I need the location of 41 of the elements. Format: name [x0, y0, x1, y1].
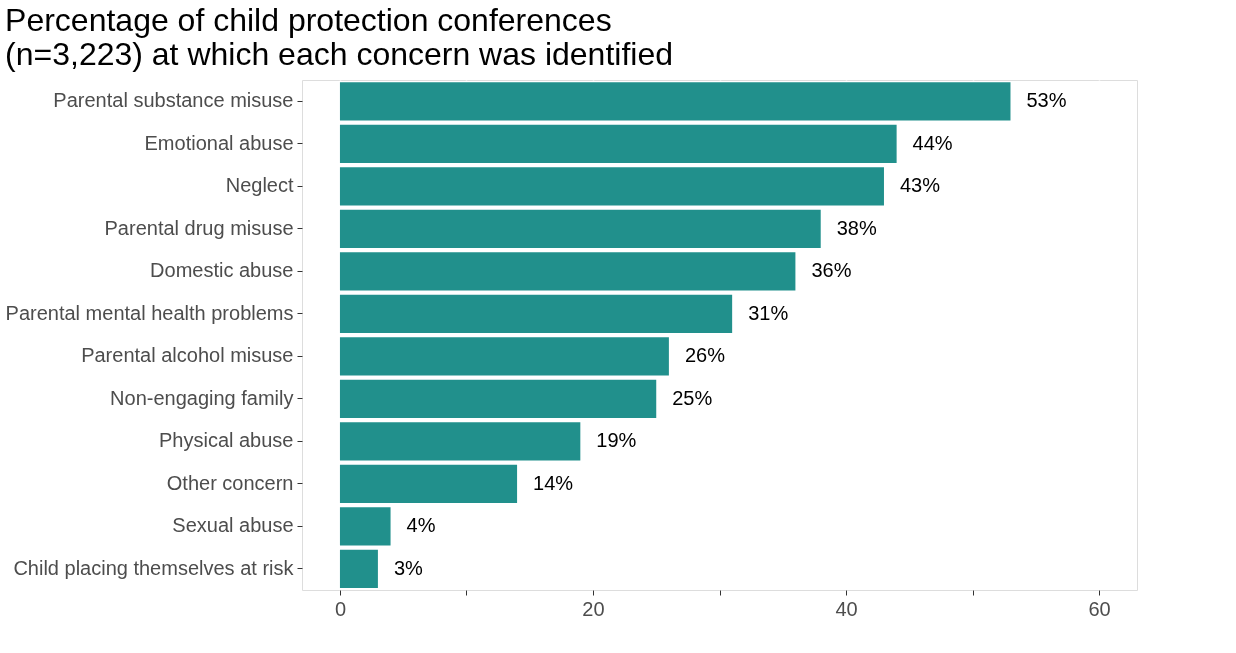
- chart-title: Percentage of child protection conferences (n=3,223) at which each concern was identified: [5, 2, 674, 72]
- y-tick-label: Child placing themselves at risk: [13, 556, 295, 579]
- x-tick-label: 60: [1088, 597, 1111, 620]
- y-tick-label: Other concern: [166, 471, 294, 494]
- y-tick-label: Parental alcohol misuse: [81, 344, 294, 367]
- bar: [339, 379, 657, 418]
- data-label: 3%: [393, 556, 424, 579]
- bar: [339, 294, 733, 333]
- x-tick-label: 40: [835, 597, 858, 620]
- bar: [339, 464, 518, 503]
- bar: [339, 549, 378, 588]
- data-label: 26%: [684, 344, 726, 367]
- data-label: 44%: [912, 131, 953, 154]
- y-tick-label: Sexual abuse: [172, 514, 294, 537]
- y-tick-label: Neglect: [225, 174, 294, 197]
- y-tick-label: Physical abuse: [158, 429, 294, 452]
- bar: [339, 422, 581, 461]
- y-tick-label: Emotional abuse: [144, 131, 294, 154]
- y-tick-label: Non-engaging family: [110, 386, 294, 409]
- bar: [339, 507, 391, 546]
- bar: [339, 209, 821, 248]
- bar: [339, 82, 1011, 121]
- data-label: 4%: [406, 514, 436, 537]
- y-tick-label: Parental drug misuse: [104, 216, 294, 239]
- data-label: 43%: [899, 174, 941, 197]
- data-label: 53%: [1026, 89, 1067, 112]
- bar: [339, 252, 796, 291]
- x-tick-label: 20: [582, 597, 605, 620]
- y-tick-label: Domestic abuse: [150, 259, 294, 282]
- y-tick-label: Parental mental health problems: [5, 301, 294, 324]
- bar: [339, 337, 669, 376]
- y-tick-label: Parental substance misuse: [53, 89, 294, 112]
- data-label: 14%: [533, 471, 574, 494]
- data-label: 19%: [596, 429, 637, 452]
- data-label: 31%: [748, 301, 789, 324]
- data-label: 25%: [672, 386, 713, 409]
- data-label: 38%: [836, 216, 877, 239]
- bar: [339, 167, 884, 206]
- data-label: 36%: [811, 259, 852, 282]
- x-tick-label: 0: [334, 597, 347, 620]
- bar: [339, 124, 897, 163]
